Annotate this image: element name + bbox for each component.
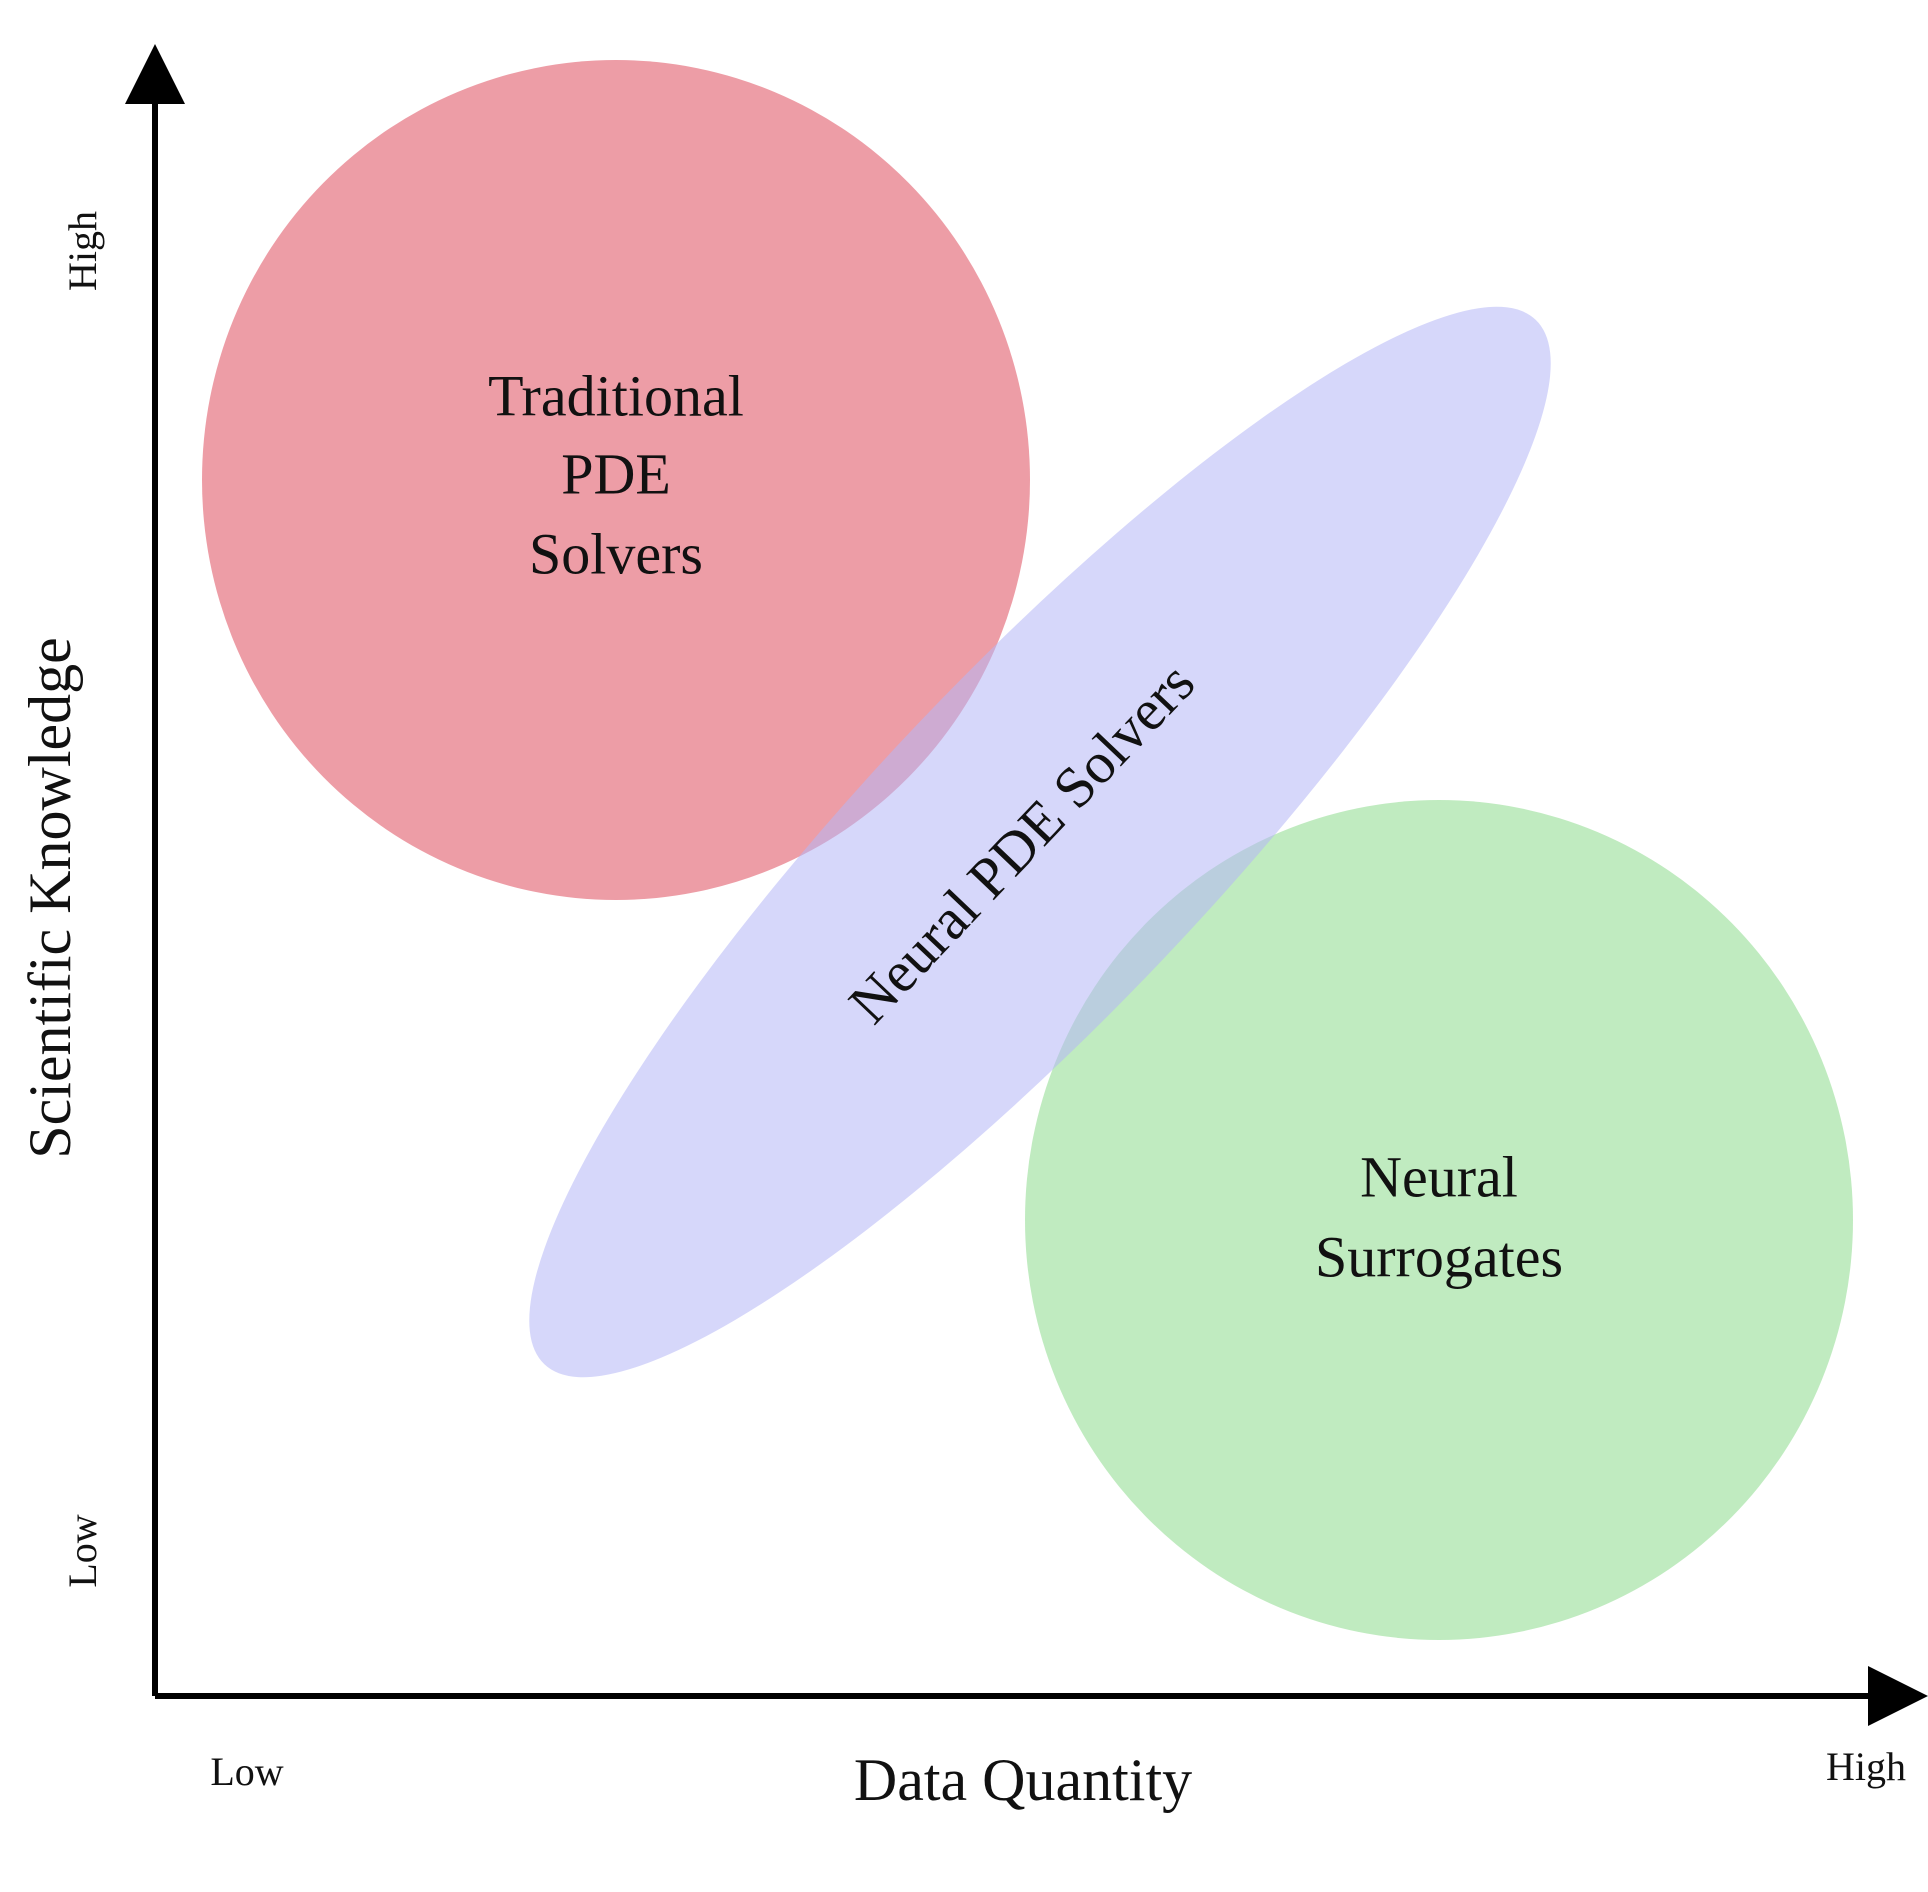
x-high-label: High (1826, 1744, 1906, 1789)
neural-solvers-region (529, 306, 1551, 1378)
y-low-label: Low (60, 1514, 105, 1587)
y-high-label: High (60, 211, 105, 291)
region-label: Traditional (488, 363, 744, 428)
surrogates-region (1025, 800, 1853, 1640)
region-label: Solvers (529, 521, 703, 586)
region-label: Surrogates (1315, 1224, 1563, 1289)
region-label: Neural (1360, 1144, 1518, 1209)
x-axis-title: Data Quantity (854, 1747, 1192, 1813)
traditional-region (202, 60, 1030, 900)
x-low-label: Low (210, 1749, 283, 1794)
region-label: PDE (561, 441, 671, 506)
y-axis-title: Scientific Knowledge (17, 637, 83, 1159)
